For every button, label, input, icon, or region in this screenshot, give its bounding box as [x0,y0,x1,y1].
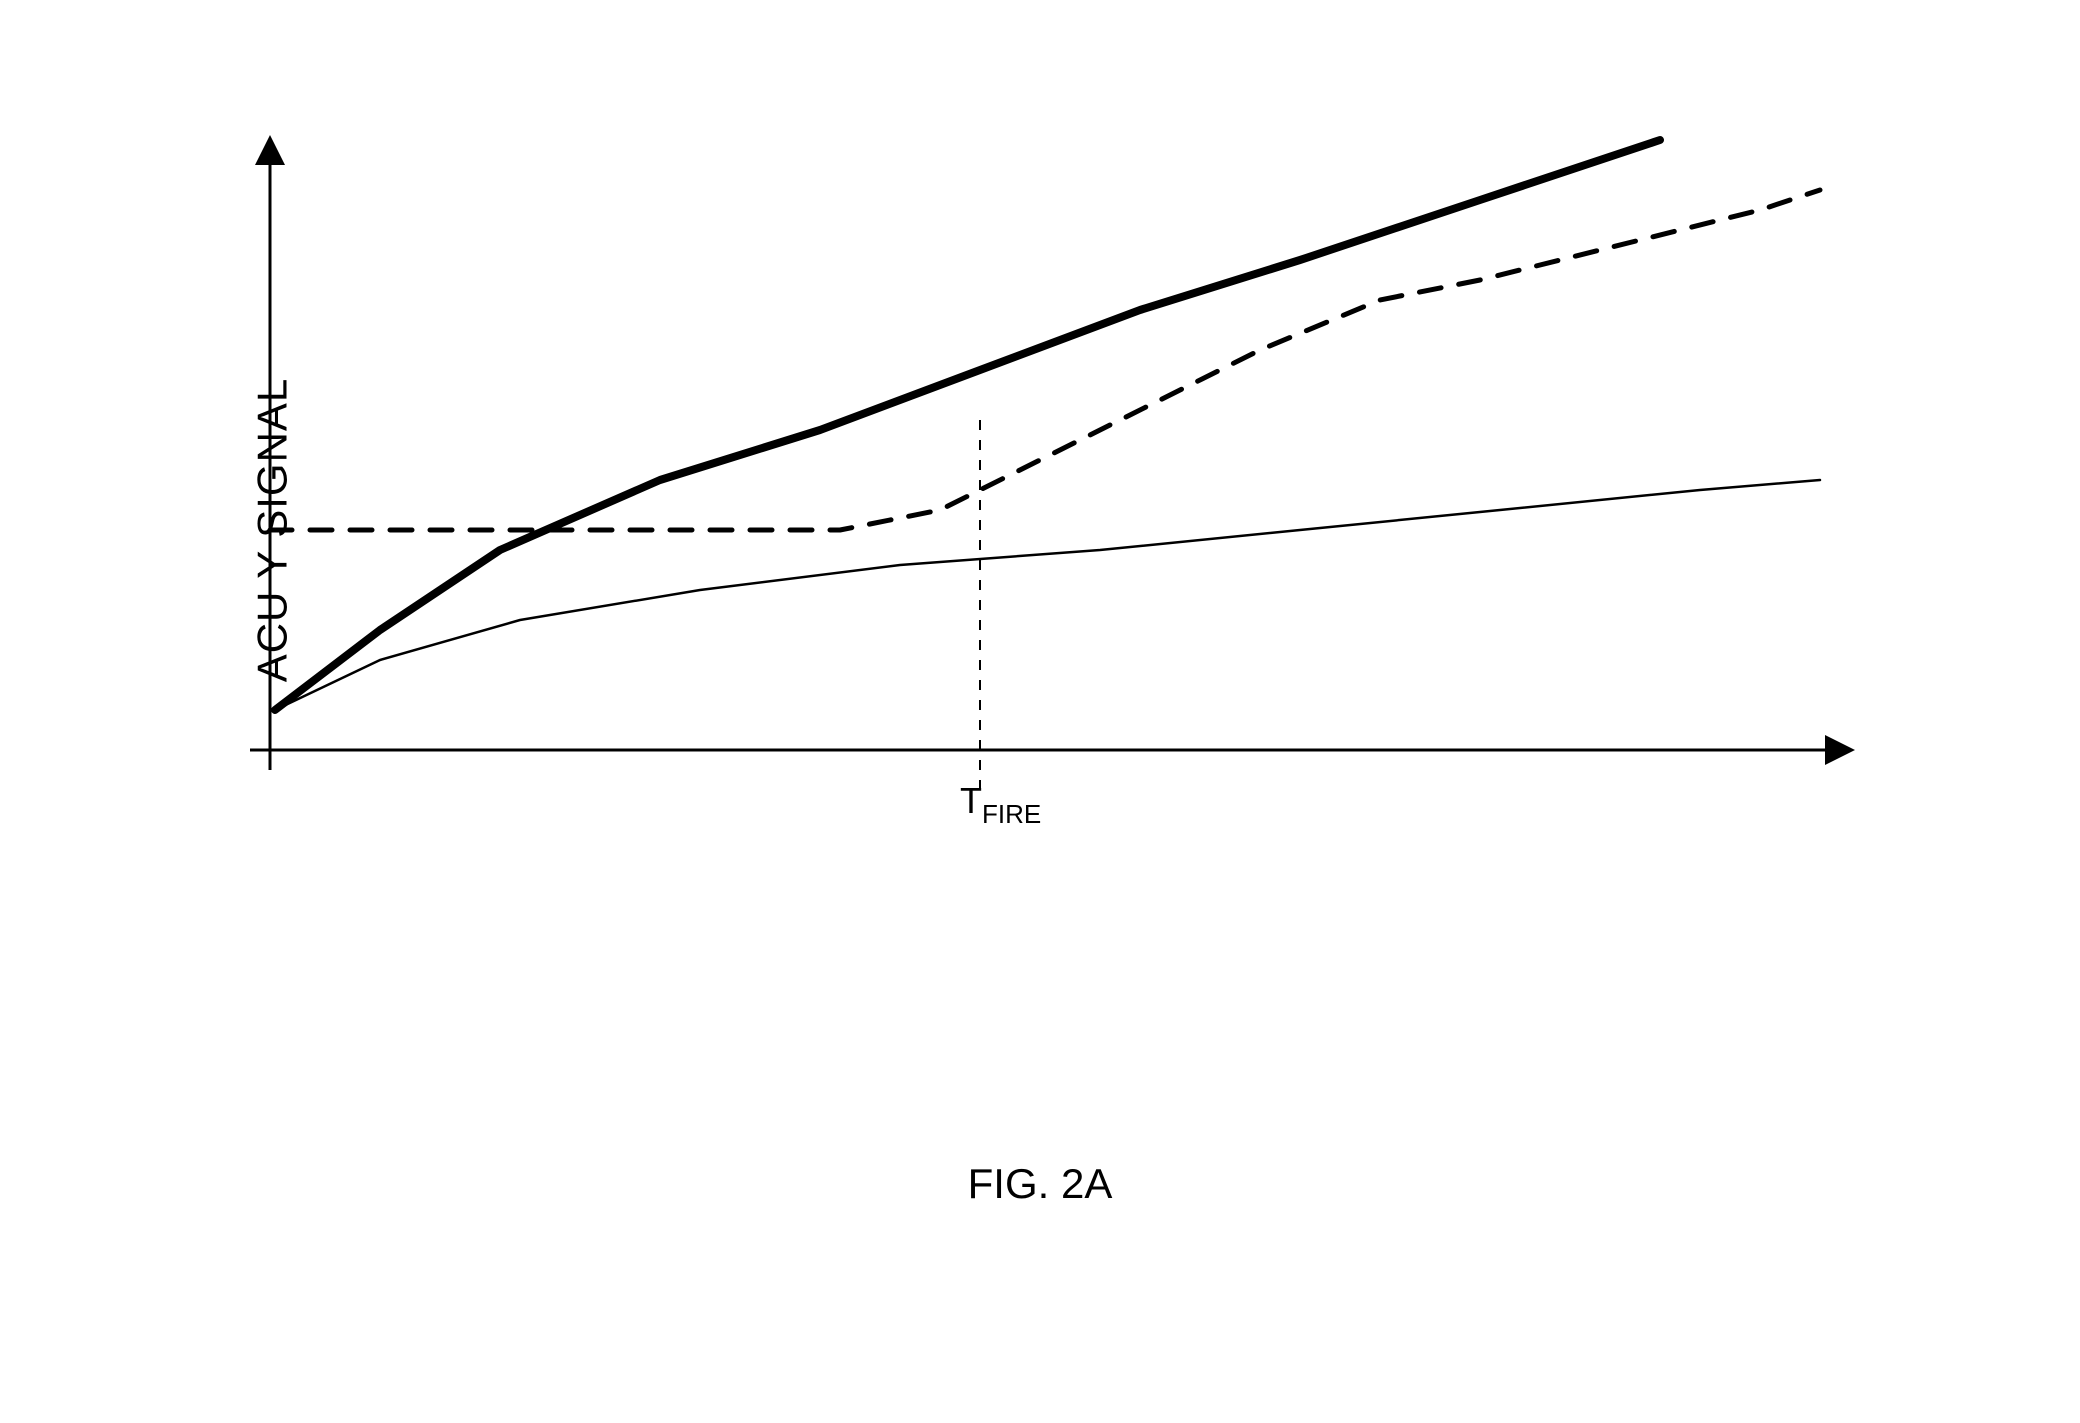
x-tick-main: T [960,780,982,821]
thin-solid-line [275,480,1820,710]
thick-solid-line [275,140,1660,710]
x-tick-sub: FIRE [982,799,1041,829]
x-tick-label-tfire: TFIRE [960,780,1041,828]
series-group [270,140,1820,710]
figure-caption: FIG. 2A [968,1160,1113,1208]
dashed-line [270,190,1820,530]
axes [250,150,1840,770]
y-axis-label: ACU Y SIGNAL [248,378,296,683]
chart-plot [200,130,1900,930]
chart-container: ACU Y SIGNAL TFIRE [200,130,1900,930]
